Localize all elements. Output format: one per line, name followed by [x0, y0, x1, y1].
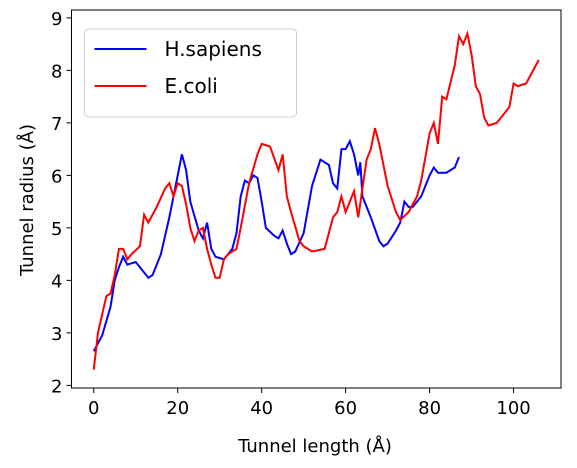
y-tick-label: 5: [51, 219, 62, 240]
y-tick-label: 2: [51, 376, 62, 397]
y-tick-label: 4: [51, 271, 62, 292]
legend: H.sapiens E.coli: [84, 28, 297, 118]
x-tick-label: 0: [88, 398, 99, 419]
y-tick-label: 9: [51, 9, 62, 30]
x-tick-label: 20: [166, 398, 189, 419]
legend-label: E.coli: [165, 74, 218, 98]
x-tick-label: 100: [496, 398, 530, 419]
x-tick-label: 60: [334, 398, 357, 419]
y-tick-label: 8: [51, 61, 62, 82]
x-tick-label: 40: [250, 398, 273, 419]
series-line: [92, 30, 540, 370]
plot-frame: [71, 9, 562, 389]
y-axis-label: Tunnel radius (Å): [16, 124, 38, 277]
y-tick-label: 3: [51, 324, 62, 345]
legend-label: H.sapiens: [165, 37, 262, 61]
x-axis-label: Tunnel length (Å): [237, 435, 392, 457]
y-tick-label: 7: [51, 114, 62, 135]
series-line: [92, 138, 460, 352]
y-tick-label: 6: [51, 166, 62, 187]
x-tick-label: 80: [418, 398, 441, 419]
legend-box: [84, 28, 297, 118]
